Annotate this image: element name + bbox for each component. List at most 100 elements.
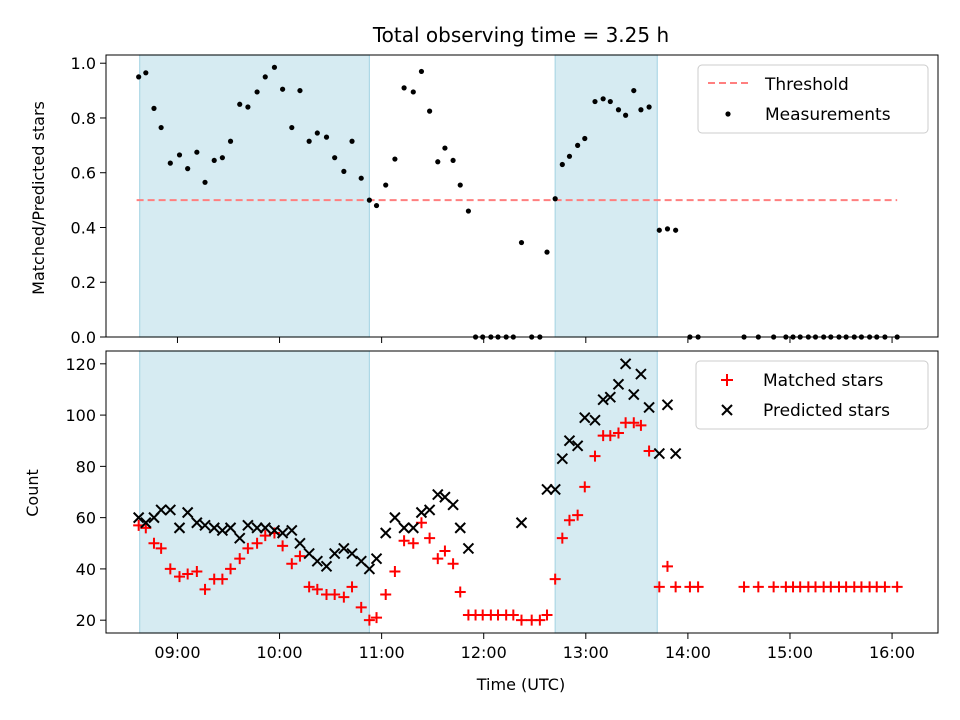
matched-star-point [612, 427, 624, 439]
measurement-point [176, 152, 183, 158]
predicted-star-point [628, 388, 640, 401]
predicted-star-point [447, 499, 459, 511]
legend-matched-label: Matched stars [763, 371, 883, 391]
predicted-star-point [363, 563, 376, 575]
predicted-star-point [251, 522, 263, 534]
measurement-point [552, 196, 558, 202]
x-tick-label: 10:00 [256, 643, 302, 662]
matched-star-point [329, 589, 341, 601]
measurement-point [314, 130, 320, 136]
measurement-point [167, 160, 173, 166]
measurement-point [638, 107, 644, 113]
matched-star-point [363, 614, 375, 626]
measurement-point [136, 74, 142, 80]
measurement-point [237, 101, 243, 107]
measurement-point [450, 157, 456, 164]
x-tick-label: 13:00 [563, 643, 609, 662]
matched-star-point [507, 609, 519, 621]
measurement-point [254, 89, 260, 95]
measurement-point [366, 197, 372, 203]
predicted-star-point [242, 519, 254, 532]
matched-star-point [191, 565, 203, 577]
measurement-point [271, 64, 278, 70]
matched-star-point [234, 553, 246, 565]
x-axis-label: Time (UTC) [476, 675, 565, 694]
plot-frame-bottom [105, 350, 939, 634]
y-tick-label: 20 [76, 611, 96, 630]
measurement-point [227, 138, 234, 144]
measurement-point [442, 145, 448, 151]
matched-star-point [174, 571, 186, 583]
measurement-point [575, 142, 581, 148]
predicted-star-point [294, 537, 306, 549]
matched-star-point [635, 419, 647, 431]
matched-star-point [286, 558, 298, 570]
predicted-star-point [234, 532, 246, 544]
y-tick-label: 80 [76, 457, 96, 476]
measurement-point [143, 70, 149, 76]
measurement-point [435, 159, 441, 165]
measurement-point [358, 175, 364, 181]
predicted-star-point [191, 517, 203, 529]
measurement-point [656, 227, 662, 233]
y-tick-label: 1.0 [71, 54, 96, 73]
predicted-star-point [259, 522, 271, 534]
predicted-star-point [181, 506, 194, 519]
matched-star-point [182, 568, 194, 580]
matched-star-point [251, 537, 263, 549]
measurement-point [341, 168, 347, 174]
predicted-star-point [140, 517, 152, 529]
predicted-star-point [653, 447, 666, 460]
y-tick-label: 0.0 [71, 328, 96, 347]
matched-star-point [407, 537, 419, 549]
measurement-point [615, 107, 622, 113]
matched-star-point [389, 565, 401, 577]
measurement-point [664, 226, 671, 232]
predicted-star-point [407, 522, 419, 534]
predicted-star-point [346, 547, 358, 560]
matched-star-point [424, 532, 436, 544]
matched-star-point [199, 583, 211, 595]
predicted-star-point [199, 519, 211, 532]
measurement-point [623, 112, 629, 118]
measurement-point [410, 89, 416, 95]
matched-star-point [738, 581, 750, 593]
predicted-star-point [173, 522, 186, 534]
matched-star-point [447, 558, 459, 570]
legend-measurements-label: Measurements [765, 105, 891, 125]
predicted-star-point [604, 391, 617, 403]
matched-star-point [515, 614, 527, 626]
measurement-point [211, 157, 217, 164]
predicted-star-point [311, 555, 324, 567]
x-tick-label: 14:00 [665, 643, 711, 662]
legend-predicted-label: Predicted stars [763, 401, 890, 421]
matched-star-point [398, 535, 410, 547]
measurement-point [392, 156, 398, 162]
x-tick-label: 11:00 [359, 643, 405, 662]
y-tick-label: 100 [65, 406, 96, 425]
predicted-star-point [423, 504, 436, 516]
y-tick-label: 60 [76, 509, 96, 528]
matched-star-point [891, 581, 903, 593]
measurement-point [202, 179, 208, 185]
matched-star-point [216, 573, 228, 585]
measurement-point [582, 135, 588, 142]
matched-star-point [589, 450, 601, 462]
legend-top: Threshold Measurements [697, 64, 929, 134]
measurement-point [349, 138, 355, 144]
measurement-point [373, 202, 380, 209]
matched-star-point [380, 589, 392, 601]
matched-star-point [604, 430, 616, 442]
predicted-star-point [597, 394, 609, 406]
matched-star-point [879, 581, 891, 593]
matched-star-point [259, 530, 271, 542]
measurement-point [332, 155, 338, 161]
predicted-star-point [669, 447, 682, 460]
legend-matched-swatch [721, 374, 733, 386]
matched-star-point [346, 581, 358, 593]
predicted-star-point [635, 368, 647, 380]
x-tick-label: 16:00 [869, 643, 915, 662]
matched-star-point [439, 545, 451, 557]
measurement-point [427, 108, 433, 114]
